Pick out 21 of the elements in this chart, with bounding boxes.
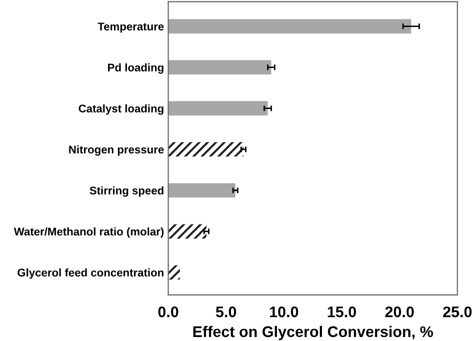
bar bbox=[168, 19, 412, 34]
x-axis-title: Effect on Glycerol Conversion, % bbox=[193, 326, 433, 340]
y-tick-label: Stirring speed bbox=[90, 186, 164, 197]
y-tick-label: Catalyst loading bbox=[78, 104, 164, 115]
y-tick-label: Glycerol feed concentration bbox=[18, 268, 164, 279]
bar bbox=[168, 101, 268, 116]
y-tick-label: Water/Methanol ratio (molar) bbox=[14, 227, 164, 238]
x-tick-label: 15.0 bbox=[328, 306, 356, 318]
x-tick-label: 20.0 bbox=[385, 306, 414, 318]
x-tick-label: 0.0 bbox=[158, 306, 178, 318]
x-tick-label: 10.0 bbox=[270, 306, 298, 318]
bar bbox=[168, 183, 236, 198]
y-tick-label: Temperature bbox=[98, 22, 164, 33]
bar bbox=[168, 265, 180, 280]
x-tick-label: 5.0 bbox=[216, 306, 236, 318]
bar bbox=[168, 224, 206, 239]
bar bbox=[168, 60, 272, 75]
y-tick-label: Pd loading bbox=[108, 63, 164, 74]
y-tick-label: Nitrogen pressure bbox=[69, 145, 164, 156]
bar bbox=[168, 142, 244, 157]
x-tick-label: 25.0 bbox=[443, 306, 472, 318]
